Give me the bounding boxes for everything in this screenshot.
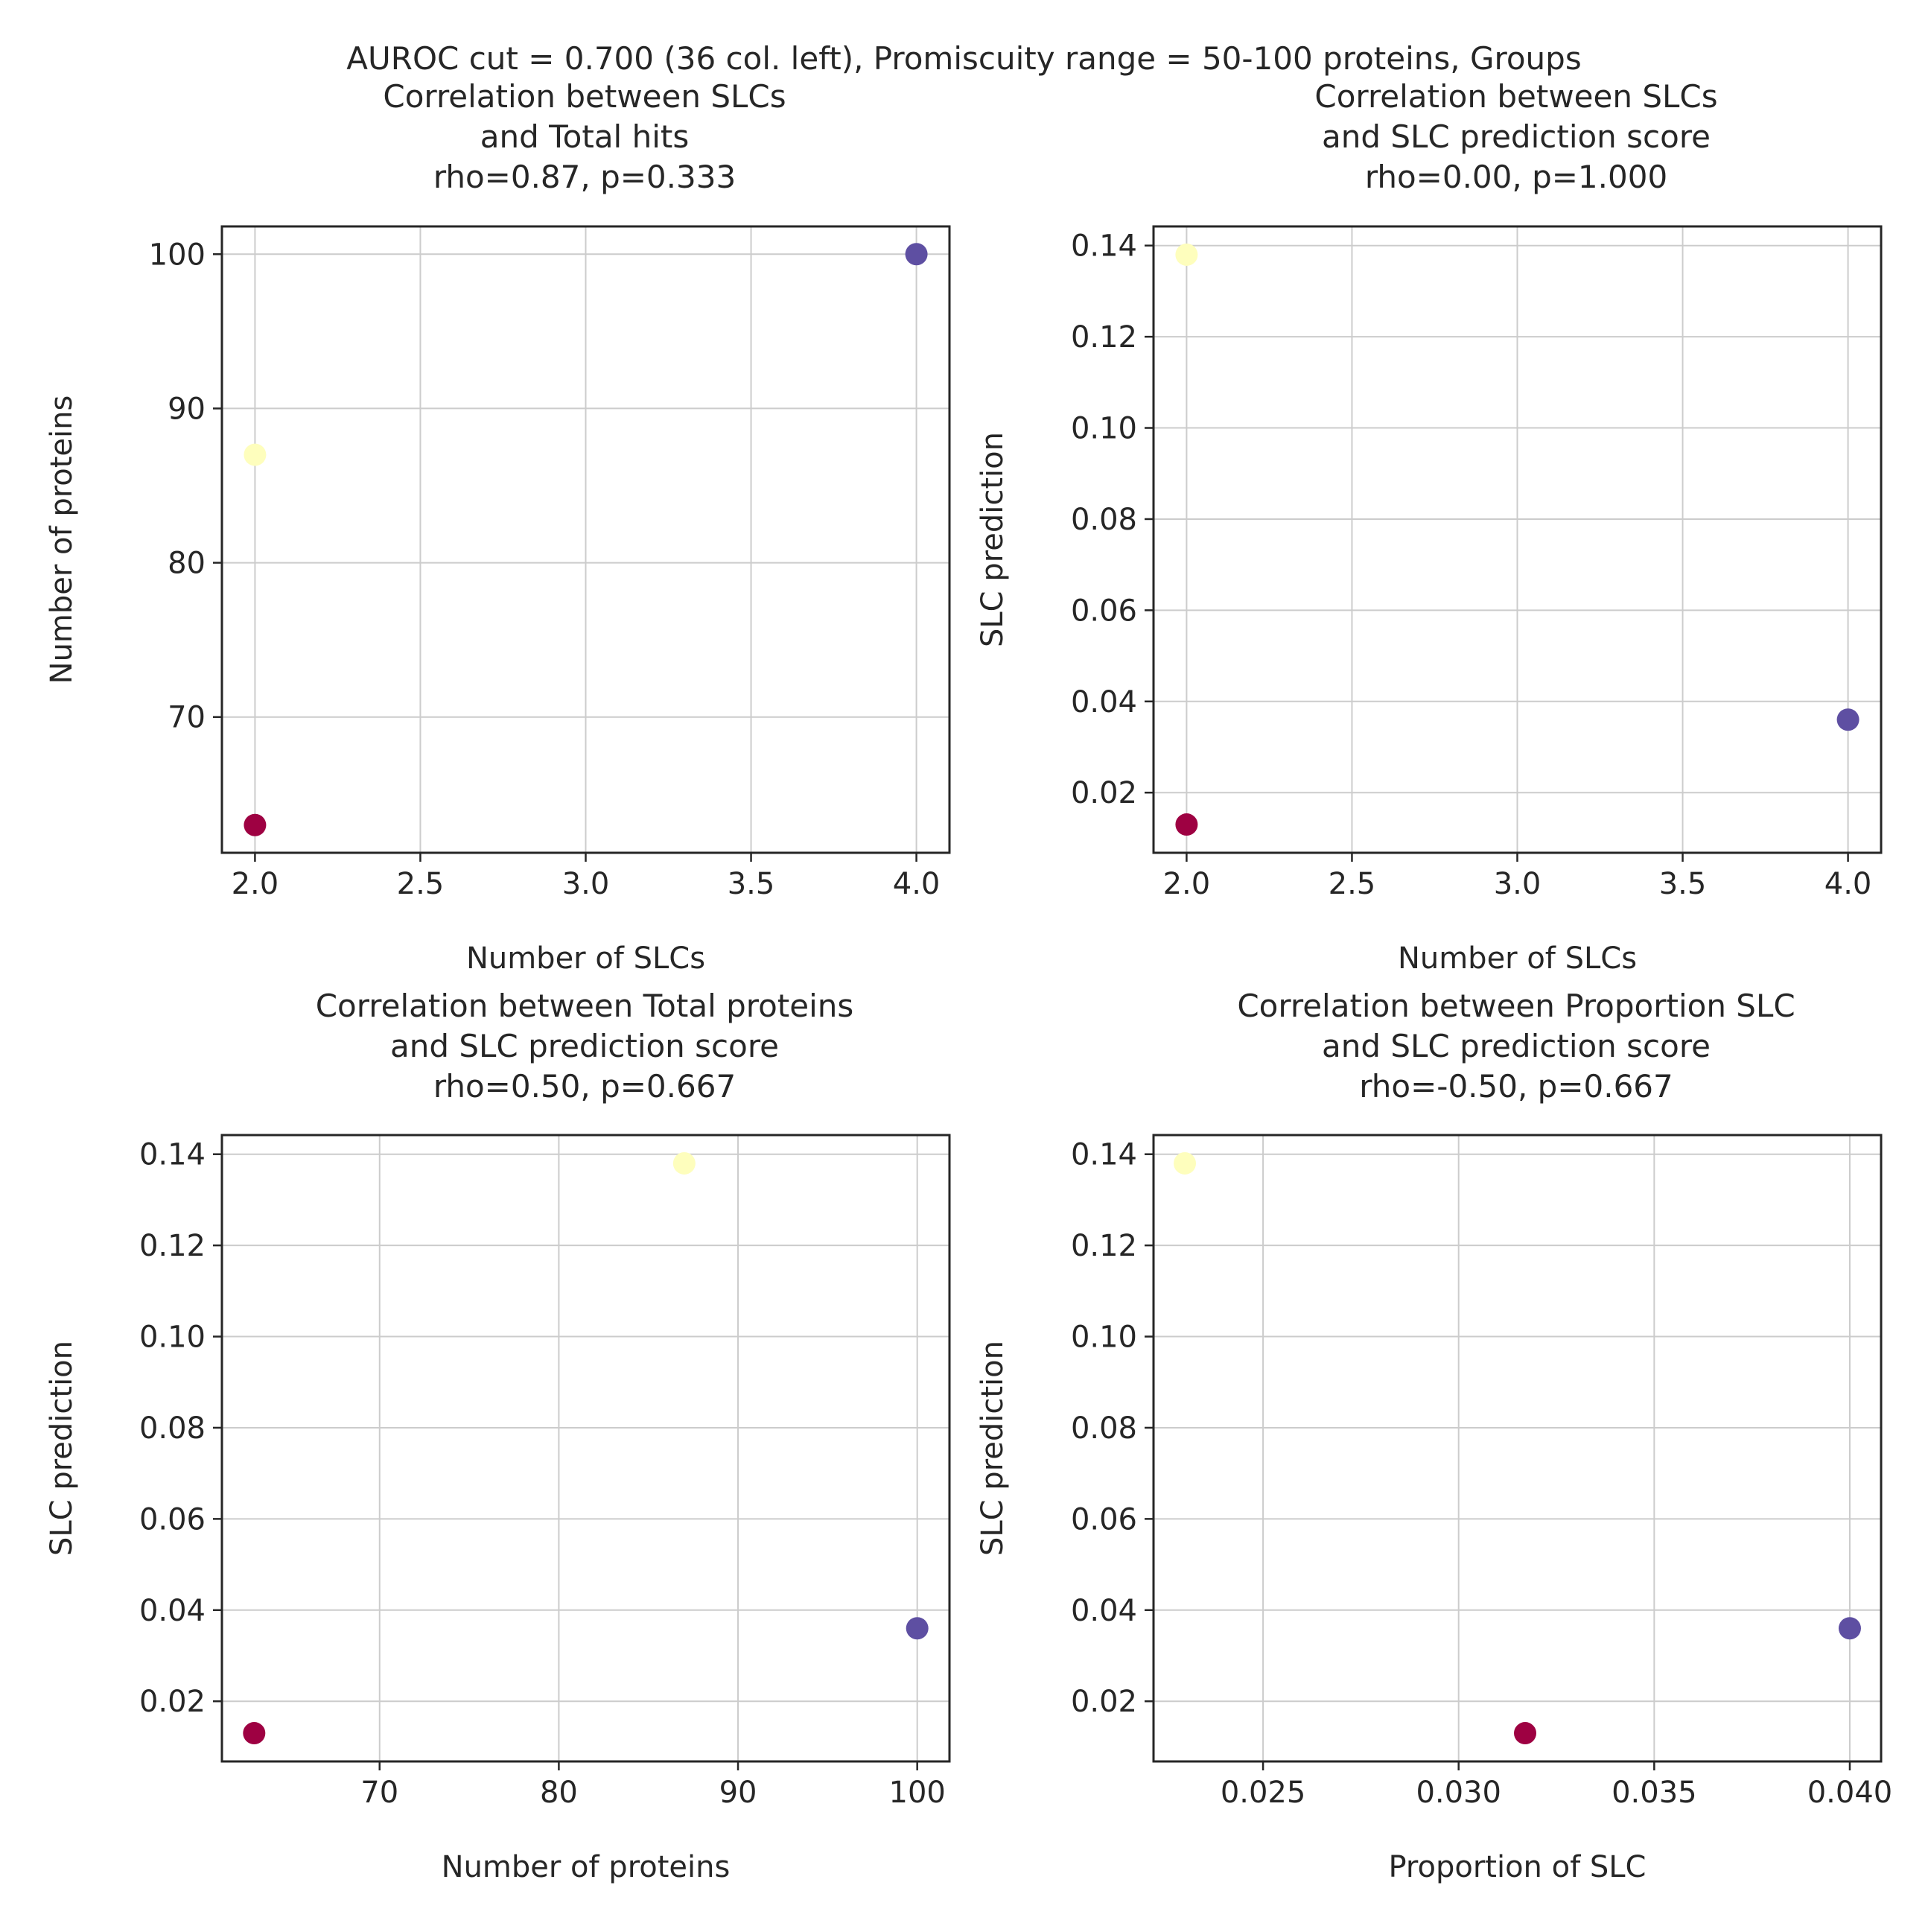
- panel-1-y-tick-label: 70: [168, 701, 206, 735]
- panel-4-y-tick-label: 0.12: [1071, 1229, 1137, 1263]
- panel-4-title-line-1: Correlation between Proportion SLC: [1237, 988, 1795, 1024]
- panel-2-y-axis-label: SLC prediction: [976, 432, 1010, 647]
- panel-1-x-tick-label: 3.0: [562, 867, 610, 901]
- panel-3-x-axis-label: Number of proteins: [442, 1850, 731, 1884]
- panel-2-x-axis-label: Number of SLCs: [1398, 941, 1637, 976]
- panel-3-x-tick-label: 100: [889, 1776, 946, 1810]
- panel-1-y-tick-label: 100: [149, 238, 206, 272]
- panel-3-x-tick-label: 70: [360, 1776, 398, 1810]
- panel-4-data-point: [1838, 1617, 1861, 1640]
- panel-1-x-axis-label: Number of SLCs: [466, 941, 705, 976]
- panel-4-y-axis-label: SLC prediction: [976, 1341, 1010, 1556]
- panel-2-x-tick-label: 3.5: [1659, 867, 1707, 901]
- panel-3-data-point: [906, 1617, 929, 1640]
- panel-1-x-tick-label: 2.5: [397, 867, 445, 901]
- panel-1: 2.0 2.5 3.0 3.5 4.0 70 80 90 100 Number of SLCs Nu…: [45, 225, 951, 976]
- panel-3-y-tick-label: 0.14: [139, 1138, 206, 1172]
- panel-2-x-tick-label: 3.0: [1494, 867, 1542, 901]
- panel-4-title-line-2: and SLC prediction score: [1321, 1028, 1711, 1064]
- panel-3-y-tick-label: 0.06: [139, 1502, 206, 1537]
- panel-3-y-tick-label: 0.08: [139, 1411, 206, 1446]
- panel-2-frame: [1152, 225, 1883, 854]
- panel-1-title-line-3: rho=0.87, p=0.333: [433, 159, 736, 195]
- panel-1-y-tick-label: 90: [168, 392, 206, 426]
- panel-3-x-tick-label: 80: [540, 1776, 578, 1810]
- panel-2-y-tick-label: 0.10: [1071, 412, 1137, 446]
- panel-1-title: Correlation between SLCs and Total hits …: [175, 77, 994, 197]
- panel-3-title-line-1: Correlation between Total proteins: [315, 988, 854, 1024]
- panel-4-title: Correlation between Proportion SLC and S…: [1107, 986, 1926, 1107]
- panel-2-y-tick-label: 0.14: [1071, 229, 1137, 264]
- panel-1-frame: [220, 225, 951, 854]
- panel-4-x-tick-label: 0.025: [1221, 1776, 1306, 1810]
- panel-1-data-point: [244, 443, 267, 466]
- panel-2-x-tick-label: 4.0: [1824, 867, 1872, 901]
- panel-4-y-tick-label: 0.04: [1071, 1594, 1137, 1628]
- panel-3-y-axis-label: SLC prediction: [45, 1341, 79, 1556]
- panel-2-title: Correlation between SLCs and SLC predict…: [1107, 77, 1926, 197]
- panel-4-y-tick-label: 0.10: [1071, 1321, 1137, 1355]
- panel-4-y-tick-label: 0.08: [1071, 1411, 1137, 1446]
- panel-1-x-tick-label: 4.0: [893, 867, 941, 901]
- panel-3-title-line-2: and SLC prediction score: [389, 1028, 780, 1064]
- panel-1-data-point: [244, 813, 267, 836]
- panel-3-data-point: [243, 1722, 266, 1745]
- panel-2-y-tick-label: 0.12: [1071, 320, 1137, 355]
- panel-3: 70 80 90 100 0.02 0.04 0.06 0.08 0.10 0.12 0.14 Num…: [45, 1134, 951, 1884]
- panel-3-y-tick-label: 0.04: [139, 1594, 206, 1628]
- panel-4-x-tick-label: 0.040: [1807, 1776, 1893, 1810]
- panel-4-y-tick-label: 0.14: [1071, 1138, 1137, 1172]
- figure-suptitle: AUROC cut = 0.700 (36 col. left), Promis…: [346, 40, 1582, 77]
- panel-2-y-tick-label: 0.04: [1071, 685, 1137, 719]
- panel-4-data-point: [1514, 1722, 1537, 1745]
- panel-1-title-line-2: and Total hits: [480, 118, 690, 155]
- panel-2-data-point: [1175, 243, 1198, 266]
- panel-2: 2.0 2.5 3.0 3.5 4.0 0.02 0.04 0.06 0.08 0.10 0.12 0…: [976, 225, 1883, 976]
- panel-1-title-line-1: Correlation between SLCs: [383, 78, 786, 115]
- panel-4-title-line-3: rho=-0.50, p=0.667: [1359, 1068, 1673, 1105]
- panel-3-y-tick-label: 0.12: [139, 1229, 206, 1263]
- panel-2-x-tick-label: 2.5: [1329, 867, 1376, 901]
- panel-3-title: Correlation between Total proteins and S…: [175, 986, 994, 1107]
- panel-4-data-point: [1174, 1151, 1197, 1175]
- panel-1-y-axis-label: Number of proteins: [45, 395, 79, 684]
- panel-3-title-line-3: rho=0.50, p=0.667: [433, 1068, 736, 1105]
- panel-3-frame: [220, 1134, 951, 1763]
- panel-4-y-tick-label: 0.02: [1071, 1685, 1137, 1719]
- panel-1-data-point: [905, 243, 928, 266]
- panel-1-x-tick-label: 3.5: [728, 867, 775, 901]
- panel-2-y-tick-label: 0.02: [1071, 776, 1137, 810]
- panel-3-data-point: [672, 1151, 696, 1175]
- panel-4: 0.025 0.030 0.035 0.040 0.02 0.04 0.06 0.08 0.10…: [976, 1134, 1893, 1884]
- panel-2-y-tick-label: 0.08: [1071, 503, 1137, 537]
- panel-3-y-tick-label: 0.10: [139, 1321, 206, 1355]
- panel-2-data-point: [1175, 813, 1198, 836]
- panel-1-y-tick-label: 80: [168, 547, 206, 581]
- panel-2-x-tick-label: 2.0: [1163, 867, 1211, 901]
- panel-3-x-tick-label: 90: [719, 1776, 757, 1810]
- panel-2-title-line-1: Correlation between SLCs: [1314, 78, 1718, 115]
- panel-3-y-tick-label: 0.02: [139, 1685, 206, 1719]
- panel-2-title-line-2: and SLC prediction score: [1321, 118, 1711, 155]
- panel-2-title-line-3: rho=0.00, p=1.000: [1364, 159, 1668, 195]
- panel-2-data-point: [1836, 708, 1859, 731]
- panel-4-x-tick-label: 0.035: [1612, 1776, 1697, 1810]
- panel-4-y-tick-label: 0.06: [1071, 1502, 1137, 1537]
- panel-4-x-tick-label: 0.030: [1416, 1776, 1501, 1810]
- panel-4-frame: [1152, 1134, 1883, 1763]
- panel-4-x-axis-label: Proportion of SLC: [1389, 1850, 1647, 1884]
- panel-2-y-tick-label: 0.06: [1071, 594, 1137, 628]
- panel-1-x-tick-label: 2.0: [232, 867, 279, 901]
